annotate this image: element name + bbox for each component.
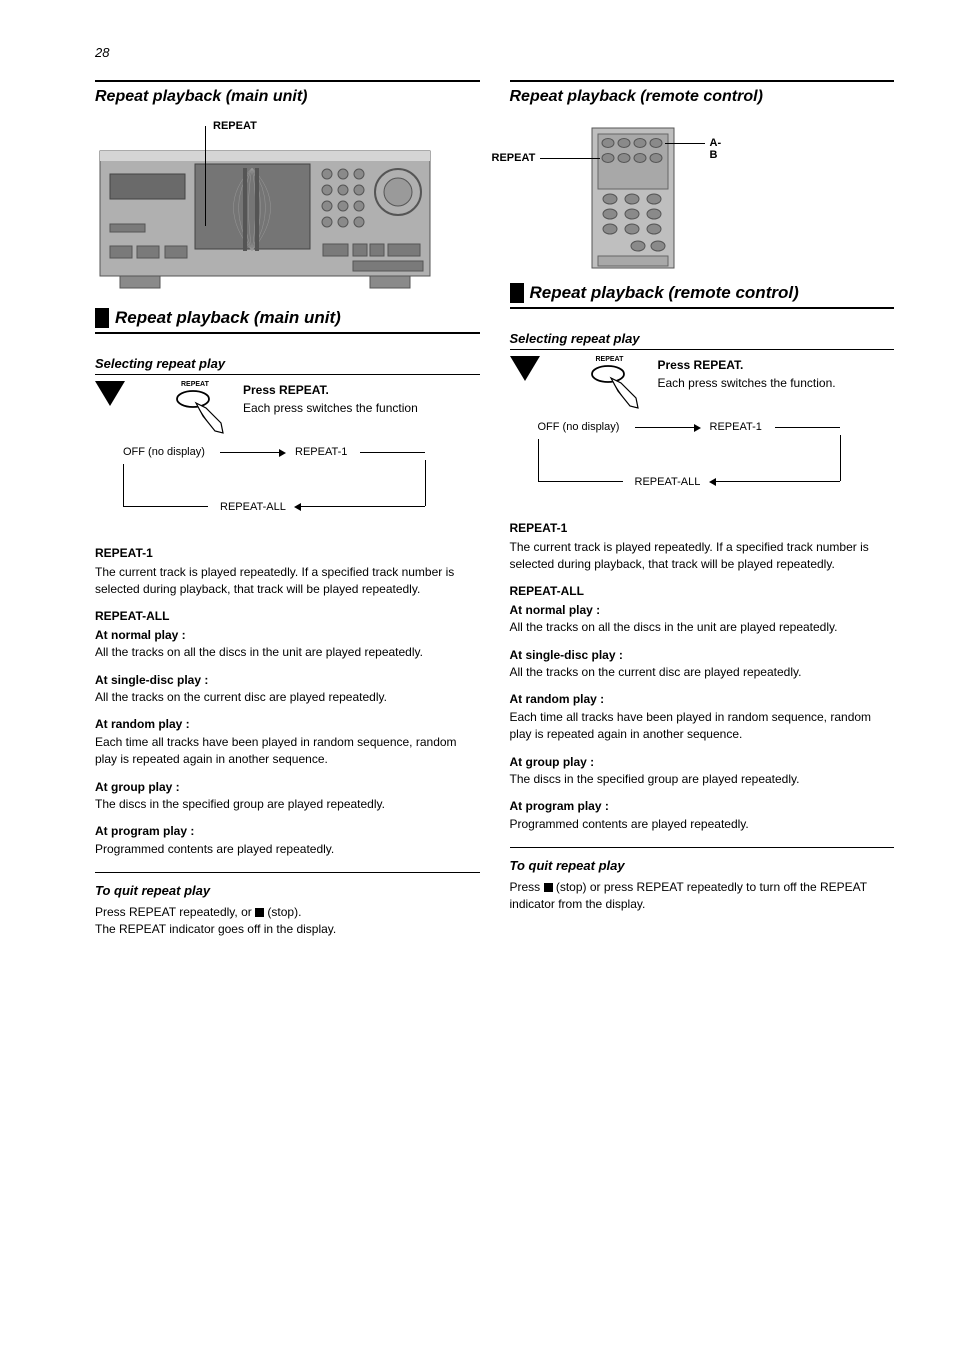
press-note: Each press switches the function. xyxy=(658,376,836,390)
repeat1-header: REPEAT-1 xyxy=(95,546,480,560)
prog-body: Programmed contents are played repeatedl… xyxy=(510,817,749,831)
normal-label: At normal play : xyxy=(95,628,186,642)
subsection-title: Selecting repeat play xyxy=(95,356,480,371)
repeatall-header: REPEAT-ALL xyxy=(95,609,480,623)
repeat-callout-label: REPEAT xyxy=(213,120,257,132)
cancel-body: Press (stop) or press REPEAT repeatedly … xyxy=(510,879,895,914)
cancel-title: To quit repeat play xyxy=(95,883,480,898)
step-marker xyxy=(95,381,125,406)
callout-line xyxy=(205,126,206,226)
random-label: At random play : xyxy=(510,692,605,706)
repeat-callout-label: REPEAT xyxy=(492,152,536,164)
step-instruction: Press REPEAT. xyxy=(658,358,836,372)
normal-body: All the tracks on all the discs in the u… xyxy=(510,620,838,634)
group-label: At group play : xyxy=(95,780,180,794)
step-instruction: Press REPEAT. xyxy=(243,383,418,397)
normal-label: At normal play : xyxy=(510,603,601,617)
section-header: Repeat playback (main unit) xyxy=(95,308,480,328)
group-label: At group play : xyxy=(510,755,595,769)
single-body: All the tracks on the current disc are p… xyxy=(95,690,387,704)
subsection-title: Selecting repeat play xyxy=(510,331,895,346)
state-diagram: OFF (no display) REPEAT-1 REPEAT-ALL xyxy=(95,446,480,536)
rule xyxy=(95,80,480,82)
repeat1-body: The current track is played repeatedly. … xyxy=(510,539,895,574)
cancel-title: To quit repeat play xyxy=(510,858,895,873)
random-body: Each time all tracks have been played in… xyxy=(510,710,872,741)
step-marker xyxy=(510,356,540,381)
right-column: Repeat playback (remote control) xyxy=(510,80,895,949)
normal-body: All the tracks on all the discs in the u… xyxy=(95,645,423,659)
random-body: Each time all tracks have been played in… xyxy=(95,735,457,766)
random-label: At random play : xyxy=(95,717,190,731)
left-heading: Repeat playback (main unit) xyxy=(95,88,480,106)
section-title: Repeat playback (remote control) xyxy=(530,283,895,303)
page-number: 28 xyxy=(95,45,109,60)
cd-changer-illustration: REPEAT xyxy=(95,126,435,296)
repeat1-body: The current track is played repeatedly. … xyxy=(95,564,480,599)
section-header: Repeat playback (remote control) xyxy=(510,283,895,303)
group-body: The discs in the specified group are pla… xyxy=(510,772,800,786)
callout-line xyxy=(665,143,705,144)
repeatall-header: REPEAT-ALL xyxy=(510,584,895,598)
remote-illustration: A-B REPEAT xyxy=(580,126,700,271)
rule xyxy=(510,80,895,82)
single-body: All the tracks on the current disc are p… xyxy=(510,665,802,679)
stop-icon xyxy=(544,883,553,892)
prog-label: At program play : xyxy=(95,824,194,838)
repeat-button-illustration: REPEAT xyxy=(173,381,233,436)
group-body: The discs in the specified group are pla… xyxy=(95,797,385,811)
single-label: At single-disc play : xyxy=(510,648,623,662)
callout-line xyxy=(540,158,600,159)
left-column: Repeat playback (main unit) xyxy=(95,80,480,949)
repeat1-header: REPEAT-1 xyxy=(510,521,895,535)
right-heading: Repeat playback (remote control) xyxy=(510,88,895,106)
cancel-body: Press REPEAT repeatedly, or (stop). The … xyxy=(95,904,480,939)
stop-icon xyxy=(255,908,264,917)
ab-callout-label: A-B xyxy=(710,137,722,161)
single-label: At single-disc play : xyxy=(95,673,208,687)
prog-body: Programmed contents are played repeatedl… xyxy=(95,842,334,856)
state-diagram: OFF (no display) REPEAT-1 REPEAT-ALL xyxy=(510,421,895,511)
prog-label: At program play : xyxy=(510,799,609,813)
repeat-button-illustration: REPEAT xyxy=(588,356,648,411)
press-note: Each press switches the function xyxy=(243,401,418,415)
section-title: Repeat playback (main unit) xyxy=(115,308,480,328)
